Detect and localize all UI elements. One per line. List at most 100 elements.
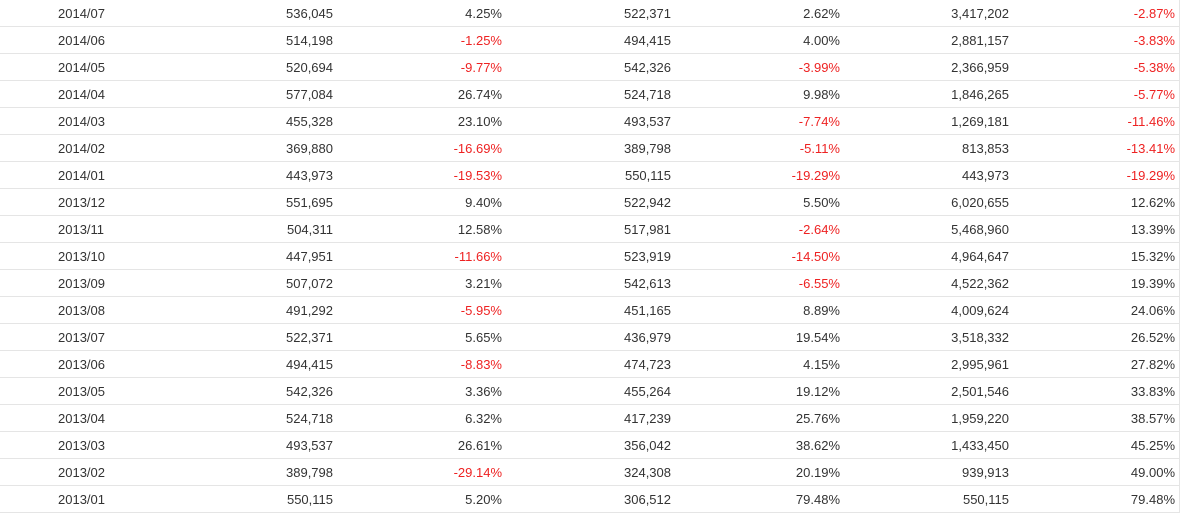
table-row: 2014/02 369,880 -16.69% 389,798 -5.11% 813,85… — [0, 135, 1180, 162]
cell-change-cumulative: -5.38% — [1133, 60, 1175, 75]
cell-change-a: 4.25% — [465, 6, 502, 21]
cell-cumulative: 4,009,624 — [951, 303, 1009, 318]
cell-month: 2014/05 — [58, 60, 105, 75]
cell-value-a: 514,198 — [286, 33, 333, 48]
cell-change-b: 2.62% — [803, 6, 840, 21]
cell-value-b: 493,537 — [624, 114, 671, 129]
cell-cumulative: 2,366,959 — [951, 60, 1009, 75]
cell-change-a: 12.58% — [457, 222, 502, 237]
cell-cumulative: 2,881,157 — [951, 33, 1009, 48]
cell-change-a: 5.65% — [465, 330, 502, 345]
table-row: 2013/06 494,415 -8.83% 474,723 4.15% 2,995,96… — [0, 351, 1180, 378]
cell-value-a: 389,798 — [286, 465, 333, 480]
table-row: 2013/02 389,798 -29.14% 324,308 20.19% 939,91… — [0, 459, 1180, 486]
cell-change-a: -9.77% — [460, 60, 502, 75]
cell-value-b: 356,042 — [624, 438, 671, 453]
cell-change-b: -14.50% — [791, 249, 840, 264]
table-row: 2013/03 493,537 26.61% 356,042 38.62% 1,433,4… — [0, 432, 1180, 459]
cell-month: 2014/07 — [58, 6, 105, 21]
cell-value-a: 447,951 — [286, 249, 333, 264]
cell-change-a: -11.66% — [454, 249, 502, 264]
cell-cumulative: 6,020,655 — [951, 195, 1009, 210]
cell-change-a: -1.25% — [460, 33, 502, 48]
table-row: 2013/11 504,311 12.58% 517,981 -2.64% 5,468,9… — [0, 216, 1180, 243]
cell-value-b: 517,981 — [624, 222, 671, 237]
cell-change-a: 3.36% — [465, 384, 502, 399]
cell-change-cumulative: 27.82% — [1130, 357, 1175, 372]
cell-cumulative: 1,846,265 — [951, 87, 1009, 102]
cell-value-a: 524,718 — [286, 411, 333, 426]
cell-value-b: 542,613 — [624, 276, 671, 291]
cell-value-b: 451,165 — [624, 303, 671, 318]
cell-month: 2013/06 — [58, 357, 105, 372]
cell-value-a: 504,311 — [286, 222, 333, 237]
cell-value-a: 522,371 — [286, 330, 333, 345]
cell-cumulative: 2,995,961 — [951, 357, 1009, 372]
cell-value-a: 520,694 — [286, 60, 333, 75]
cell-change-b: 19.12% — [795, 384, 840, 399]
cell-change-b: 38.62% — [795, 438, 840, 453]
cell-value-a: 550,115 — [286, 492, 333, 507]
table-row: 2014/01 443,973 -19.53% 550,115 -19.29% 443,9… — [0, 162, 1180, 189]
cell-value-b: 494,415 — [624, 33, 671, 48]
table-row: 2014/07 536,045 4.25% 522,371 2.62% 3,417,202… — [0, 0, 1180, 27]
cell-value-a: 369,880 — [286, 141, 333, 156]
cell-change-cumulative: 26.52% — [1130, 330, 1175, 345]
cell-change-b: -7.74% — [798, 114, 840, 129]
cell-value-b: 523,919 — [624, 249, 671, 264]
cell-value-b: 550,115 — [624, 168, 671, 183]
cell-value-b: 417,239 — [624, 411, 671, 426]
cell-change-cumulative: 12.62% — [1130, 195, 1175, 210]
cell-month: 2014/04 — [58, 87, 105, 102]
cell-month: 2014/02 — [58, 141, 105, 156]
cell-value-a: 443,973 — [286, 168, 333, 183]
cell-change-a: -29.14% — [453, 465, 502, 480]
cell-cumulative: 1,959,220 — [951, 411, 1009, 426]
table-row: 2013/10 447,951 -11.66% 523,919 -14.50% 4,964… — [0, 243, 1180, 270]
cell-change-cumulative: -5.77% — [1133, 87, 1175, 102]
cell-cumulative: 1,433,450 — [951, 438, 1009, 453]
table-row: 2013/07 522,371 5.65% 436,979 19.54% 3,518,33… — [0, 324, 1180, 351]
cell-month: 2013/02 — [58, 465, 105, 480]
cell-change-cumulative: 49.00% — [1130, 465, 1175, 480]
cell-change-cumulative: 45.25% — [1130, 438, 1175, 453]
cell-month: 2013/01 — [58, 492, 105, 507]
table-row: 2014/04 577,084 26.74% 524,718 9.98% 1,846,26… — [0, 81, 1180, 108]
cell-change-b: 9.98% — [803, 87, 840, 102]
cell-change-b: 79.48% — [795, 492, 840, 507]
table-row: 2013/08 491,292 -5.95% 451,165 8.89% 4,009,62… — [0, 297, 1180, 324]
cell-cumulative: 5,468,960 — [951, 222, 1009, 237]
cell-change-b: -6.55% — [798, 276, 840, 291]
table-row: 2013/05 542,326 3.36% 455,264 19.12% 2,501,54… — [0, 378, 1180, 405]
table-row: 2013/09 507,072 3.21% 542,613 -6.55% 4,522,36… — [0, 270, 1180, 297]
cell-value-a: 507,072 — [286, 276, 333, 291]
cell-change-cumulative: -2.87% — [1133, 6, 1175, 21]
cell-month: 2013/04 — [58, 411, 105, 426]
cell-change-a: 6.32% — [465, 411, 502, 426]
cell-change-cumulative: 24.06% — [1130, 303, 1175, 318]
cell-change-a: -16.69% — [453, 141, 502, 156]
cell-change-cumulative: 19.39% — [1130, 276, 1175, 291]
table-row: 2013/04 524,718 6.32% 417,239 25.76% 1,959,22… — [0, 405, 1180, 432]
cell-month: 2013/03 — [58, 438, 105, 453]
cell-month: 2013/12 — [58, 195, 105, 210]
cell-value-b: 455,264 — [624, 384, 671, 399]
cell-month: 2013/05 — [58, 384, 105, 399]
cell-cumulative: 550,115 — [962, 492, 1009, 507]
cell-change-cumulative: -13.41% — [1126, 141, 1175, 156]
cell-month: 2013/10 — [58, 249, 105, 264]
cell-change-cumulative: -19.29% — [1126, 168, 1175, 183]
cell-value-a: 536,045 — [286, 6, 333, 21]
cell-cumulative: 3,518,332 — [951, 330, 1009, 345]
cell-cumulative: 4,964,647 — [951, 249, 1009, 264]
cell-change-a: 9.40% — [465, 195, 502, 210]
cell-month: 2013/11 — [58, 222, 105, 237]
cell-value-b: 522,942 — [624, 195, 671, 210]
cell-change-cumulative: -11.46% — [1127, 114, 1175, 129]
cell-cumulative: 2,501,546 — [951, 384, 1009, 399]
cell-change-cumulative: 38.57% — [1130, 411, 1175, 426]
table-row: 2013/12 551,695 9.40% 522,942 5.50% 6,020,655… — [0, 189, 1180, 216]
cell-value-b: 306,512 — [624, 492, 671, 507]
cell-value-a: 493,537 — [286, 438, 333, 453]
cell-change-b: 4.15% — [803, 357, 840, 372]
